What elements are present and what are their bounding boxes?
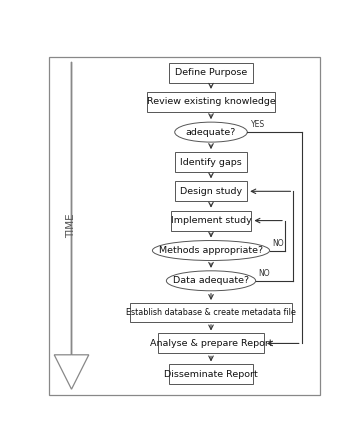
Text: TIME: TIME (66, 213, 76, 238)
FancyBboxPatch shape (147, 92, 275, 112)
FancyBboxPatch shape (169, 364, 253, 384)
FancyBboxPatch shape (175, 152, 247, 172)
Text: YES: YES (251, 120, 265, 129)
FancyBboxPatch shape (169, 63, 253, 83)
Text: Analyse & prepare Report: Analyse & prepare Report (150, 339, 272, 348)
Text: Identify gaps: Identify gaps (180, 157, 242, 167)
Text: Implement study: Implement study (171, 216, 251, 225)
Text: Establish database & create metadata file: Establish database & create metadata fil… (126, 308, 296, 317)
FancyBboxPatch shape (171, 211, 251, 231)
Text: Design study: Design study (180, 187, 242, 196)
Text: Data adequate?: Data adequate? (173, 276, 249, 285)
Text: Methods appropriate?: Methods appropriate? (159, 246, 263, 255)
Text: Define Purpose: Define Purpose (175, 68, 247, 77)
FancyBboxPatch shape (130, 303, 292, 322)
Text: Disseminate Report: Disseminate Report (164, 370, 258, 379)
Text: Review existing knowledge: Review existing knowledge (147, 97, 275, 106)
Ellipse shape (175, 122, 247, 142)
Ellipse shape (166, 271, 256, 291)
FancyBboxPatch shape (158, 333, 264, 354)
Text: adequate?: adequate? (186, 127, 236, 137)
FancyBboxPatch shape (175, 181, 247, 201)
Text: NO: NO (272, 239, 283, 248)
Text: NO: NO (258, 269, 270, 278)
Ellipse shape (152, 240, 270, 261)
